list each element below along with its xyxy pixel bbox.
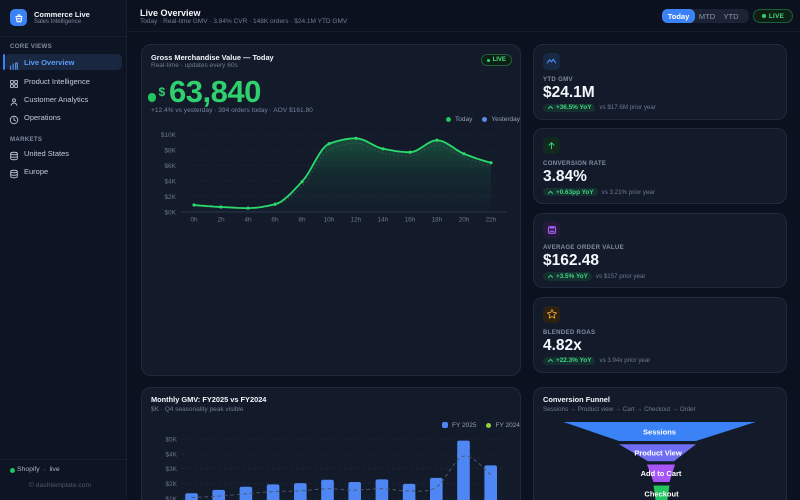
- svg-text:Checkout: Checkout: [644, 489, 679, 498]
- svg-text:$1K: $1K: [165, 495, 177, 500]
- svg-text:$8K: $8K: [164, 147, 176, 154]
- svg-text:4h: 4h: [244, 217, 252, 224]
- svg-text:$4K: $4K: [165, 451, 177, 458]
- svg-text:20h: 20h: [459, 217, 470, 224]
- svg-text:$2K: $2K: [164, 194, 176, 201]
- svg-text:6h: 6h: [271, 217, 279, 224]
- svg-text:18h: 18h: [432, 217, 443, 224]
- svg-text:$5K: $5K: [165, 436, 177, 443]
- svg-text:2h: 2h: [217, 217, 225, 224]
- svg-text:$0K: $0K: [164, 210, 176, 217]
- svg-text:$6K: $6K: [164, 163, 176, 170]
- svg-text:14h: 14h: [378, 217, 389, 224]
- svg-text:Sessions: Sessions: [643, 427, 676, 436]
- svg-text:$10K: $10K: [161, 132, 177, 139]
- svg-text:$3K: $3K: [165, 466, 177, 473]
- svg-text:12h: 12h: [351, 217, 362, 224]
- svg-text:$4K: $4K: [164, 178, 176, 185]
- svg-text:$2K: $2K: [165, 481, 177, 488]
- svg-text:Add to Cart: Add to Cart: [641, 469, 682, 478]
- svg-text:10h: 10h: [324, 217, 335, 224]
- svg-text:22h: 22h: [486, 217, 497, 224]
- svg-text:8h: 8h: [298, 217, 306, 224]
- svg-text:16h: 16h: [405, 217, 416, 224]
- svg-text:Product View: Product View: [634, 448, 682, 457]
- svg-text:0h: 0h: [190, 217, 198, 224]
